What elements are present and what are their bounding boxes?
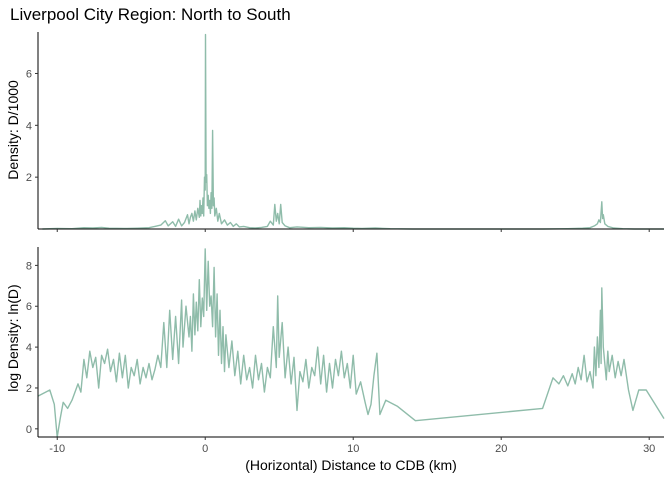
log-density-ticks: 0 2 4 6 8 -10 0 10 20 30 — [26, 247, 664, 455]
density-series — [42, 33, 664, 230]
log-density-y-tick-label: 8 — [26, 260, 32, 272]
density-y-tick-label: 2 — [26, 172, 32, 184]
log-density-x-tick-label: 10 — [347, 443, 359, 455]
density-y-axis-title: Density: D/1000 — [5, 80, 21, 180]
log-density-y-tick-label: 4 — [26, 342, 32, 354]
density-line-0 — [42, 33, 664, 230]
log-density-y-tick-label: 2 — [26, 383, 32, 395]
density-ticks: 2 4 6 — [26, 32, 664, 232]
log-density-y-tick-label: 6 — [26, 301, 32, 313]
log-density-y-tick-label: 0 — [26, 424, 32, 436]
log-density-panel: log Density: ln(D) 0 2 4 6 8 -10 0 10 20 30 — [5, 247, 665, 455]
x-axis-title: (Horizontal) Distance to CDB (km) — [245, 457, 457, 473]
log-density-x-tick-label: 30 — [643, 443, 655, 455]
chart-title: Liverpool City Region: North to South — [10, 5, 291, 24]
density-panel: Density: D/1000 2 4 6 — [5, 32, 664, 232]
density-y-tick-label: 4 — [26, 120, 32, 132]
log-density-x-tick-label: 0 — [202, 443, 208, 455]
log-density-y-axis-title: log Density: ln(D) — [5, 284, 21, 391]
log-density-x-tick-label: 20 — [495, 443, 507, 455]
log-density-line-0 — [37, 248, 665, 438]
log-density-x-tick-label: -10 — [49, 443, 65, 455]
log-density-series — [37, 248, 665, 438]
density-y-tick-label: 6 — [26, 68, 32, 80]
